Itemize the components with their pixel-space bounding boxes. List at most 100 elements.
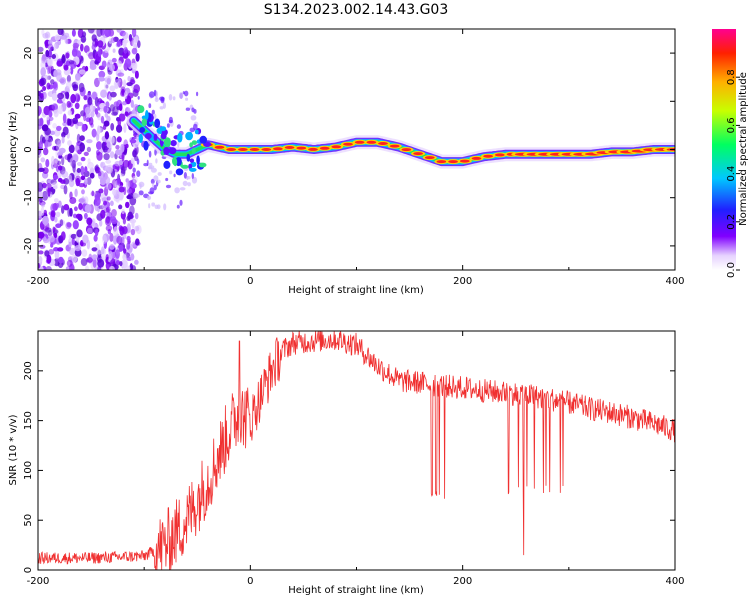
noise-speckle [123,46,128,54]
noise-speckle [89,172,95,179]
noise-speckle [39,117,44,127]
noise-speckle [80,242,87,247]
noise-speckle [122,217,126,225]
noise-speckle [62,121,68,127]
noise-speckle [55,223,62,228]
y-tick-label: 100 [23,461,34,480]
ridge-peak [331,145,342,149]
noise-speckle [58,256,64,264]
ridge-fragment [189,142,193,148]
noise-speckle [124,111,129,116]
noise-speckle [120,236,125,246]
noise-speckle [94,108,99,115]
ridge-fragment [137,105,145,113]
noise-speckle [91,247,98,252]
ridge-peak [401,148,412,152]
spectrogram-panel: -200 0 200 400 -20 -10 0 10 20 Height of straigh… [8,28,685,296]
noise-speckle [130,253,135,261]
noise-speckle [86,239,91,250]
noise-speckle [81,249,88,257]
noise-speckle [153,113,157,119]
noise-speckle [38,140,44,150]
noise-speckle [81,123,87,133]
noise-speckle [97,125,101,135]
noise-speckle [126,223,131,233]
ridge-fragment [189,158,195,163]
noise-speckle [83,95,88,101]
noise-speckle [55,211,61,218]
noise-speckle [134,212,139,220]
noise-speckle [94,196,101,207]
noise-speckle [69,60,75,65]
noise-speckle [190,115,197,121]
noise-speckle [151,109,155,115]
noise-speckle [177,141,180,149]
noise-speckle [189,127,196,133]
noise-speckle [150,178,155,184]
noise-speckle [103,176,111,185]
spectrogram-marks [38,29,675,270]
noise-speckle [103,120,110,127]
noise-speckle [45,159,50,168]
noise-speckle [148,103,152,109]
noise-speckle [97,49,102,57]
noise-speckle [122,31,129,40]
noise-speckle [74,113,81,119]
noise-speckle [53,108,59,118]
noise-speckle [40,157,46,163]
noise-speckle [193,109,197,114]
noise-speckle [110,136,115,144]
noise-speckle [125,143,129,149]
noise-speckle [62,113,67,124]
noise-speckle [112,48,116,53]
noise-speckle [56,144,61,151]
noise-speckle [138,181,145,188]
noise-speckle [127,75,131,82]
noise-speckle [100,89,108,98]
noise-speckle [51,182,58,188]
noise-speckle [105,159,112,164]
noise-speckle [135,53,140,62]
snr-ylabel: SNR (10 * v/v) [8,414,19,485]
noise-speckle [106,141,111,148]
spectrogram-ticks: -200 0 200 400 -20 -10 0 10 20 [23,29,685,287]
ridge-fragment [153,133,158,141]
noise-speckle [42,86,47,91]
noise-speckle [74,245,82,252]
noise-speckle [166,123,170,128]
noise-speckle [134,70,139,79]
noise-speckle [104,48,109,53]
noise-speckle [45,266,52,270]
noise-speckle [118,204,123,210]
noise-speckle [101,197,109,203]
noise-speckle [132,167,136,173]
noise-speckle [136,170,141,177]
noise-speckle [80,43,84,52]
noise-speckle [105,182,112,190]
noise-speckle [54,250,60,260]
colorbar-gradient [712,29,736,270]
noise-speckle [68,241,72,248]
noise-speckle [50,79,55,85]
ridge-peak [494,153,505,157]
noise-speckle [182,91,185,95]
noise-speckle [101,246,105,255]
noise-speckle [43,209,47,216]
noise-speckle [67,207,71,218]
noise-speckle [98,188,104,194]
noise-speckle [116,178,121,186]
x-tick-label: 200 [453,276,472,287]
x-tick-label: 400 [665,276,684,287]
noise-speckle [179,187,186,191]
noise-speckle [163,203,167,211]
ridge-fragment [168,147,177,155]
ridge-peak [471,156,482,160]
noise-speckle [120,86,126,94]
noise-speckle [126,82,133,87]
ridge-peak [261,148,272,151]
noise-speckle [46,254,52,264]
noise-speckle [165,184,172,189]
ridge-fragment [138,133,143,143]
noise-speckle [72,84,79,92]
noise-speckle [65,38,69,44]
